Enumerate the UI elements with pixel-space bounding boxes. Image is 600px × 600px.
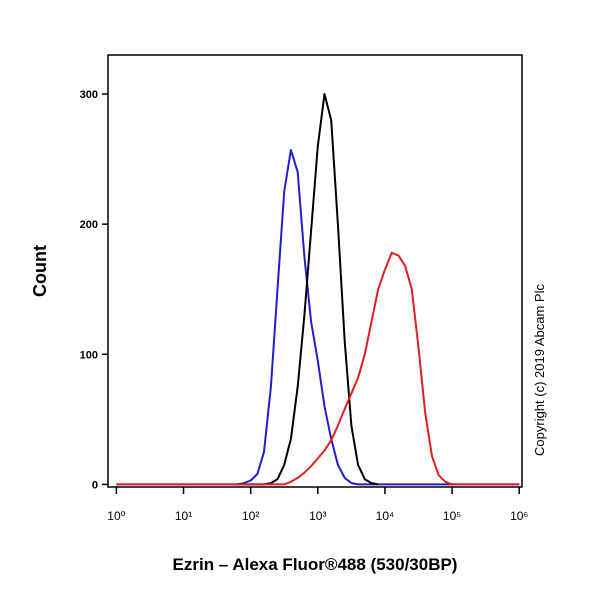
copyright-note: Copyright (c) 2019 Abcam Plc — [532, 284, 547, 456]
y-tick-label: 200 — [80, 219, 98, 231]
x-tick-label: 10⁰ — [107, 509, 125, 523]
x-tick-label: 10² — [242, 509, 259, 523]
y-axis-label: Count — [30, 245, 50, 297]
x-tick-label: 10³ — [309, 509, 326, 523]
histogram-line — [116, 149, 520, 486]
x-tick-label: 10⁵ — [443, 509, 461, 523]
x-tick-label: 10¹ — [175, 509, 192, 523]
y-tick-label: 300 — [80, 89, 98, 101]
x-axis-label: Ezrin – Alexa Fluor®488 (530/30BP) — [173, 555, 458, 574]
plot-frame — [107, 54, 523, 488]
y-tick-label: 100 — [80, 349, 98, 361]
x-tick-label: 10⁶ — [510, 509, 528, 523]
histogram-line — [116, 251, 520, 486]
x-tick-label: 10⁴ — [376, 509, 395, 523]
y-tick-label: 0 — [92, 479, 98, 491]
